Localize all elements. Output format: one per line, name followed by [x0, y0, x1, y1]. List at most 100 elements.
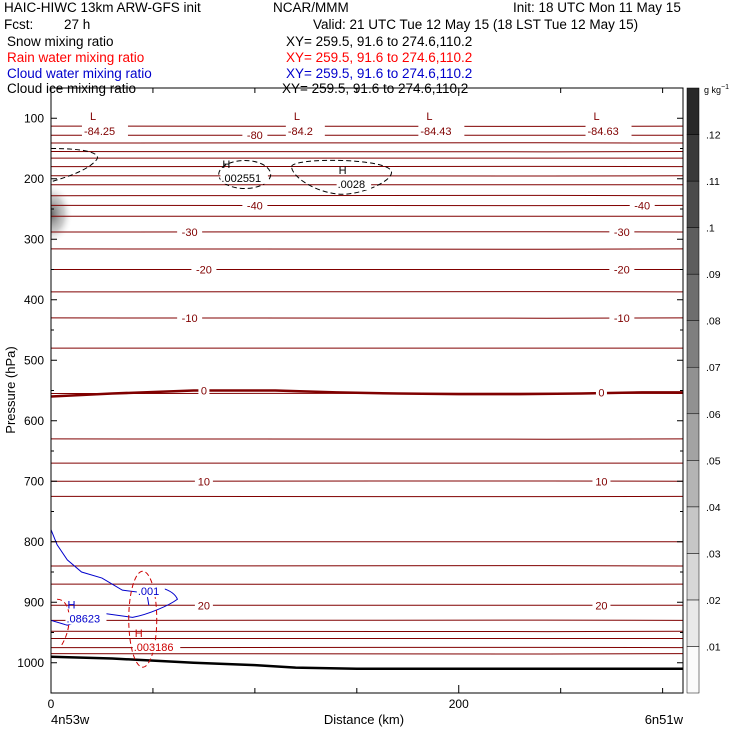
high-value: .08623	[66, 613, 100, 625]
y-tick-label: 700	[24, 474, 44, 488]
high-marker: H	[222, 159, 230, 171]
low-label-bg	[418, 124, 465, 138]
snow-shading	[51, 183, 73, 244]
isotherm-line	[51, 165, 683, 168]
y-tick-label: 900	[24, 595, 44, 609]
high-label-bg	[136, 585, 165, 598]
isotherm-label: 20	[198, 600, 210, 612]
isotherm-label-bg	[194, 598, 213, 612]
colorbar-tick-label: .03	[706, 548, 721, 560]
left-endpoint-label: 4n53w	[51, 712, 90, 727]
model-title: HAIC-HIWC 13km ARW-GFS init	[4, 0, 201, 15]
field-rain-name: Rain water mixing ratio	[7, 50, 145, 65]
colorbar-tick-label: .04	[706, 502, 721, 514]
isotherm-label-bg	[242, 128, 268, 142]
isotherm-label: -40	[247, 200, 263, 212]
isotherm-label-bg	[177, 310, 203, 324]
isotherm-line	[51, 583, 683, 585]
colorbar-segment	[686, 460, 700, 508]
isotherm-line	[51, 630, 683, 633]
isotherm-line	[51, 495, 683, 498]
isotherm-line	[51, 652, 683, 655]
isotherm-label-bg	[177, 224, 203, 238]
colorbar-segment	[686, 87, 700, 135]
right-endpoint-label: 6n51w	[645, 712, 684, 727]
cloud-ice-contour	[51, 148, 98, 183]
isotherm-label: -10	[614, 313, 630, 325]
x-axis-label: Distance (km)	[324, 712, 404, 727]
high-marker: H	[339, 165, 347, 177]
colorbar-tick-label: .08	[706, 316, 721, 328]
colorbar-tick-label: .01	[706, 641, 721, 653]
y-tick-label: 600	[24, 414, 44, 428]
isotherm-label: -20	[614, 265, 630, 277]
colorbar-tick-label: .05	[706, 455, 721, 467]
colorbar-segment	[686, 320, 700, 368]
low-value: -84.2	[288, 126, 313, 138]
x-tick-label: 0	[48, 697, 55, 711]
isotherm-label-bg	[609, 224, 635, 238]
isotherm-line	[51, 174, 683, 177]
forecast-value: 27 h	[64, 17, 91, 32]
high-marker: H	[135, 628, 143, 640]
isotherm-label: 10	[595, 476, 607, 488]
init-time: Init: 18 UTC Mon 11 May 15	[513, 0, 681, 15]
colorbar-tick-label: .06	[706, 409, 721, 421]
isotherm-label: -10	[182, 313, 198, 325]
forecast-label: Fcst:	[4, 17, 34, 32]
isotherm-label-bg	[592, 474, 611, 488]
colorbar-segment	[686, 134, 700, 182]
cloud-ice-contour	[218, 160, 272, 190]
colorbar-segment	[686, 227, 700, 275]
colorbar-segment	[686, 646, 700, 694]
colorbar-segment	[686, 366, 700, 415]
isotherm-line	[51, 204, 683, 207]
rain-contour	[128, 570, 158, 668]
low-marker: L	[294, 111, 300, 123]
isotherm-label: -20	[196, 265, 212, 277]
isotherm-label: -30	[614, 227, 630, 239]
high-value: .003186	[134, 642, 174, 654]
isotherm-label: 10	[198, 476, 210, 488]
low-label-bg	[81, 124, 128, 138]
isotherm-label-bg	[609, 262, 635, 276]
y-tick-label: 200	[24, 172, 44, 186]
low-marker: L	[594, 111, 600, 123]
colorbar-tick-label: .12	[706, 130, 721, 142]
colorbar-unit-exp: −1	[721, 84, 729, 91]
isotherm-label: 20	[595, 600, 607, 612]
high-marker: H	[67, 599, 75, 611]
low-value: -84.43	[420, 126, 451, 138]
isotherm-line	[51, 194, 683, 197]
isotherm-label-bg	[242, 198, 268, 212]
colorbar-tick-label: .02	[706, 595, 721, 607]
high-label-bg	[220, 171, 268, 184]
y-tick-label: 500	[24, 353, 44, 367]
colorbar-segment	[686, 180, 700, 228]
colorbar-unit: g kg−1	[704, 84, 729, 95]
isotherm-label-bg	[595, 385, 607, 399]
y-tick-label: 100	[24, 111, 44, 125]
low-label-bg	[285, 124, 325, 138]
y-tick-label: 300	[24, 232, 44, 246]
colorbar-segment	[686, 413, 700, 461]
high-value: .001	[138, 586, 159, 598]
isotherm-line	[51, 480, 683, 483]
isotherm-line	[51, 150, 683, 153]
colorbar-tick-label: .09	[706, 269, 721, 281]
high-label-bg	[65, 612, 107, 625]
isotherm-label: -80	[247, 130, 263, 142]
high-value: .002551	[221, 173, 261, 185]
colorbar-tick-label: .07	[706, 362, 721, 374]
rain-contour	[57, 598, 70, 647]
isotherm-line	[51, 231, 683, 233]
isotherm-line	[51, 619, 683, 622]
isotherm-line	[51, 438, 683, 440]
isotherm-label: 0	[201, 386, 207, 398]
low-value: -84.25	[84, 126, 115, 138]
high-value: .0028	[338, 179, 366, 191]
cloud-ice-contour	[291, 159, 392, 195]
low-marker: L	[426, 111, 432, 123]
low-marker: L	[90, 111, 96, 123]
